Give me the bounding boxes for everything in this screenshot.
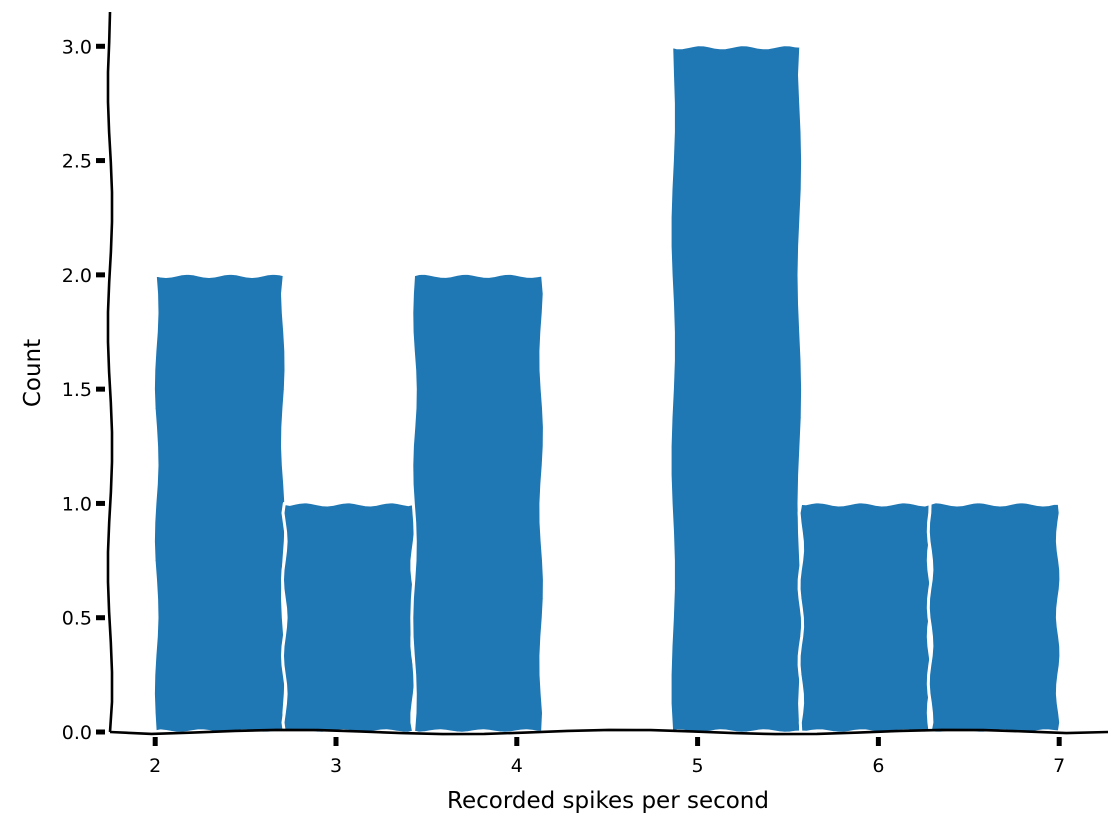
y-tick-label: 0.0 xyxy=(62,722,92,744)
histogram-bar xyxy=(797,500,934,735)
y-tick-label: 2.5 xyxy=(62,151,92,173)
y-tick-label: 1.0 xyxy=(62,493,92,515)
histogram-bar xyxy=(926,500,1063,735)
y-tick-label: 1.5 xyxy=(62,379,92,401)
y-tick-label: 0.5 xyxy=(62,608,92,630)
x-tick-label: 4 xyxy=(511,755,523,777)
y-tick-label: 3.0 xyxy=(62,36,92,58)
x-tick-label: 6 xyxy=(872,755,884,777)
histogram-bar xyxy=(281,500,417,735)
ticks-group: 2 3 4 5 6 7 0.0 0.5 1.0 1.5 2.0 2.5 3.0 xyxy=(62,36,1065,777)
x-axis-label: Recorded spikes per second xyxy=(447,788,769,814)
x-tick-label: 2 xyxy=(149,755,161,777)
x-tick-label: 3 xyxy=(330,755,342,777)
y-tick-label: 2.0 xyxy=(62,265,92,287)
y-axis-line xyxy=(106,11,114,733)
histogram-bar xyxy=(668,43,805,735)
y-axis-label: Count xyxy=(20,339,46,407)
x-tick-label: 5 xyxy=(692,755,704,777)
histogram-bar xyxy=(151,271,288,735)
axes-group xyxy=(106,11,1109,736)
x-tick-label: 7 xyxy=(1053,755,1065,777)
bars-group xyxy=(151,43,1063,735)
x-axis-line xyxy=(109,728,1109,736)
histogram-bar xyxy=(410,271,546,735)
